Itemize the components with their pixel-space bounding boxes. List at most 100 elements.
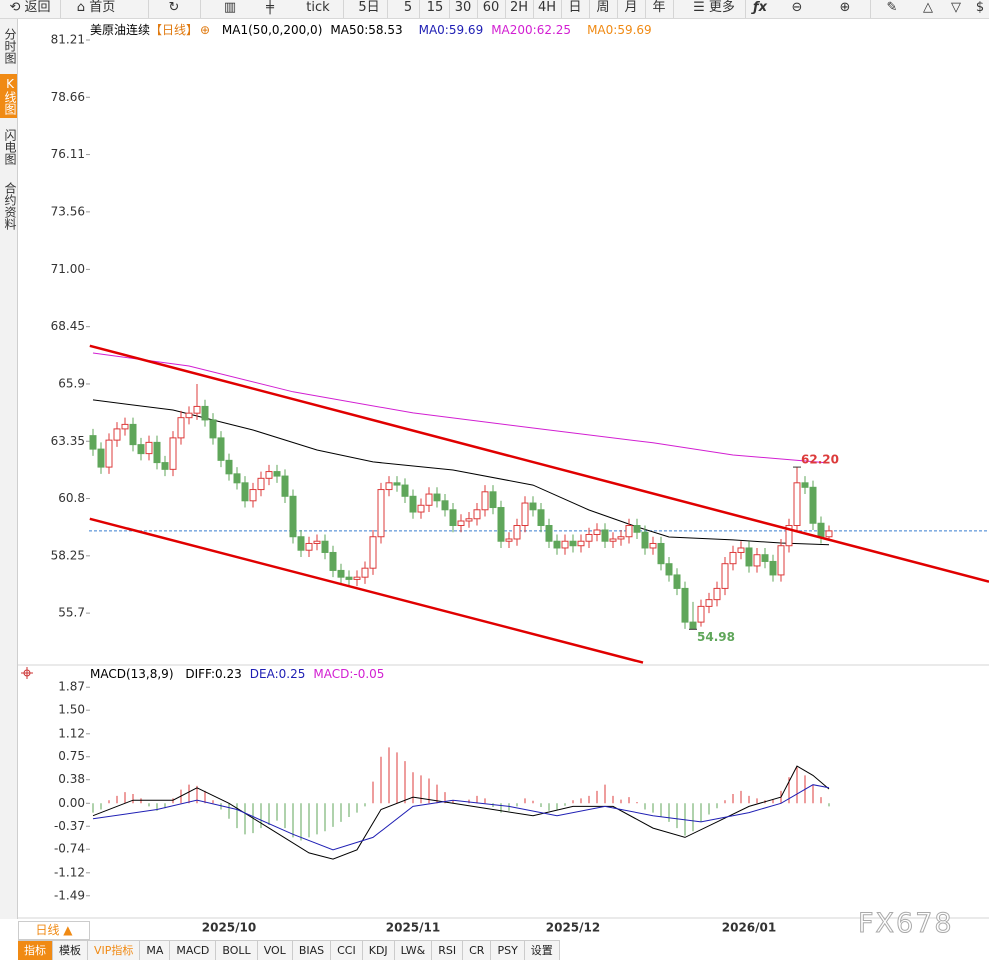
indicator-tab[interactable]: MA — [140, 941, 171, 960]
y-tick-label: 78.66 — [51, 90, 85, 104]
candle-body — [177, 417, 185, 439]
sidebar-tab[interactable]: 合约资料 — [3, 182, 17, 230]
y-tick-label: 63.35 — [51, 434, 85, 448]
candle-body — [121, 423, 129, 430]
candle-body — [761, 554, 769, 562]
symbol-name: 美原油连续 — [90, 23, 151, 37]
ma-setting: MA1(50,0,200,0) — [221, 23, 323, 37]
period-button[interactable]: 2H — [509, 0, 529, 15]
candle-body — [641, 531, 649, 549]
candle-body — [345, 576, 353, 580]
indicator-tab[interactable]: PSY — [491, 941, 525, 960]
extreme-label: 62.20 — [801, 453, 839, 467]
plot-area — [92, 747, 830, 860]
indicator-tab[interactable]: VIP指标 — [88, 941, 141, 960]
candle-body — [225, 459, 233, 475]
y-tick-label: 0.38 — [58, 772, 85, 786]
period-button[interactable]: 5日 — [358, 0, 380, 15]
ma-line — [92, 399, 830, 546]
period-button[interactable]: 月 — [624, 0, 638, 15]
indicator-tab[interactable]: KDJ — [363, 941, 395, 960]
candle-body — [201, 405, 209, 421]
candle-body — [521, 502, 529, 527]
candle-button[interactable]: ╪ — [266, 0, 274, 15]
indicator-tab[interactable]: VOL — [258, 941, 293, 960]
macd-line — [92, 784, 830, 851]
period-button[interactable]: 年 — [652, 0, 666, 15]
y-tick-label: 60.8 — [58, 491, 85, 505]
period-button[interactable]: 日 — [568, 0, 582, 15]
tick-button[interactable]: tick — [306, 0, 330, 15]
period-button[interactable]: 5 — [403, 0, 413, 15]
x-tick-label: 2025/12 — [546, 921, 600, 935]
candle-body — [153, 441, 161, 464]
y-tick-label: -0.74 — [54, 842, 85, 856]
candle-body — [681, 587, 689, 623]
candle-body — [785, 525, 793, 547]
x-tick-label: 2026/01 — [722, 921, 776, 935]
formula-button[interactable]: ƒx — [752, 0, 768, 15]
y-tick-label: 68.45 — [51, 319, 85, 333]
draw-button[interactable]: ✎ — [886, 0, 898, 15]
indicator-tab[interactable]: RSI — [432, 941, 464, 960]
candle-body — [561, 540, 569, 549]
legend-entry: MA200:62.25 — [491, 23, 572, 37]
candle-body — [89, 435, 97, 450]
candle-body — [809, 486, 817, 524]
candle-body — [649, 542, 657, 549]
dollar-button[interactable]: $ — [975, 0, 985, 15]
zoom-in-button[interactable]: ⊕ — [839, 0, 851, 15]
triangle-up-button[interactable]: △ — [923, 0, 933, 15]
toolbar: ⟲ 返回 ⌂ 首页 ↻ ▥ ╪ tick ☰ 更多 ƒx ⊖ ⊕ ✎ △ ▽ $… — [0, 0, 989, 19]
settings-icon[interactable]: ⊕ — [200, 23, 211, 37]
indicator-tab[interactable]: CCI — [331, 941, 363, 960]
indicator-tab[interactable]: 设置 — [525, 941, 560, 960]
indicator-tab[interactable]: 模板 — [53, 941, 88, 960]
home-label: 首页 — [89, 0, 116, 15]
period-selector[interactable]: 日线 ▲ — [18, 921, 90, 940]
period-button[interactable]: 30 — [454, 0, 472, 15]
sidebar-tab[interactable]: 分时图 — [3, 28, 17, 64]
period-button[interactable]: 15 — [426, 0, 444, 15]
y-tick-label: 58.25 — [51, 548, 85, 562]
back-button[interactable]: ⟲ 返回 — [9, 0, 51, 15]
indicator-tab[interactable]: CR — [463, 941, 492, 960]
more-label: 更多 — [708, 0, 735, 15]
candle-body — [313, 540, 321, 544]
candle-body — [465, 518, 473, 522]
indicator-tab[interactable]: 指标 — [18, 941, 53, 960]
candle-body — [377, 489, 385, 538]
refresh-button[interactable]: ↻ — [168, 0, 180, 15]
triangle-down-button[interactable]: ▽ — [951, 0, 961, 15]
chart-type-button[interactable]: ▥ — [223, 0, 237, 15]
y-tick-label: 0.00 — [58, 796, 85, 810]
candle-body — [185, 412, 193, 419]
y-tick-label: -1.49 — [54, 888, 85, 902]
candle-body — [393, 482, 401, 486]
candle-body — [337, 569, 345, 578]
candle-body — [265, 471, 273, 479]
extreme-label: 54.98 — [697, 630, 735, 644]
indicator-tab[interactable]: LW& — [395, 941, 433, 960]
candle-body — [657, 542, 665, 565]
candle-body — [249, 489, 257, 502]
candle-body — [577, 540, 585, 547]
home-button[interactable]: ⌂ 首页 — [76, 0, 116, 15]
zoom-out-button[interactable]: ⊖ — [791, 0, 803, 15]
period-button[interactable]: 4H — [537, 0, 557, 15]
sidebar-tab[interactable]: K线图 — [0, 74, 17, 118]
indicator-tab[interactable]: BIAS — [293, 941, 332, 960]
candle-body — [97, 448, 105, 468]
period-button[interactable]: 周 — [596, 0, 610, 15]
period-button[interactable]: 60 — [482, 0, 500, 15]
candle-body — [601, 529, 609, 542]
candle-body — [585, 533, 593, 542]
indicator-tab[interactable]: MACD — [170, 941, 217, 960]
more-button[interactable]: ☰ 更多 — [693, 0, 735, 15]
sidebar-tab[interactable]: 闪电图 — [3, 129, 17, 165]
candle-body — [673, 574, 681, 589]
indicator-tab[interactable]: BOLL — [216, 941, 258, 960]
legend-entry: DEA:0.25 — [249, 667, 306, 681]
candle-body — [593, 529, 601, 535]
candle-body — [481, 491, 489, 511]
